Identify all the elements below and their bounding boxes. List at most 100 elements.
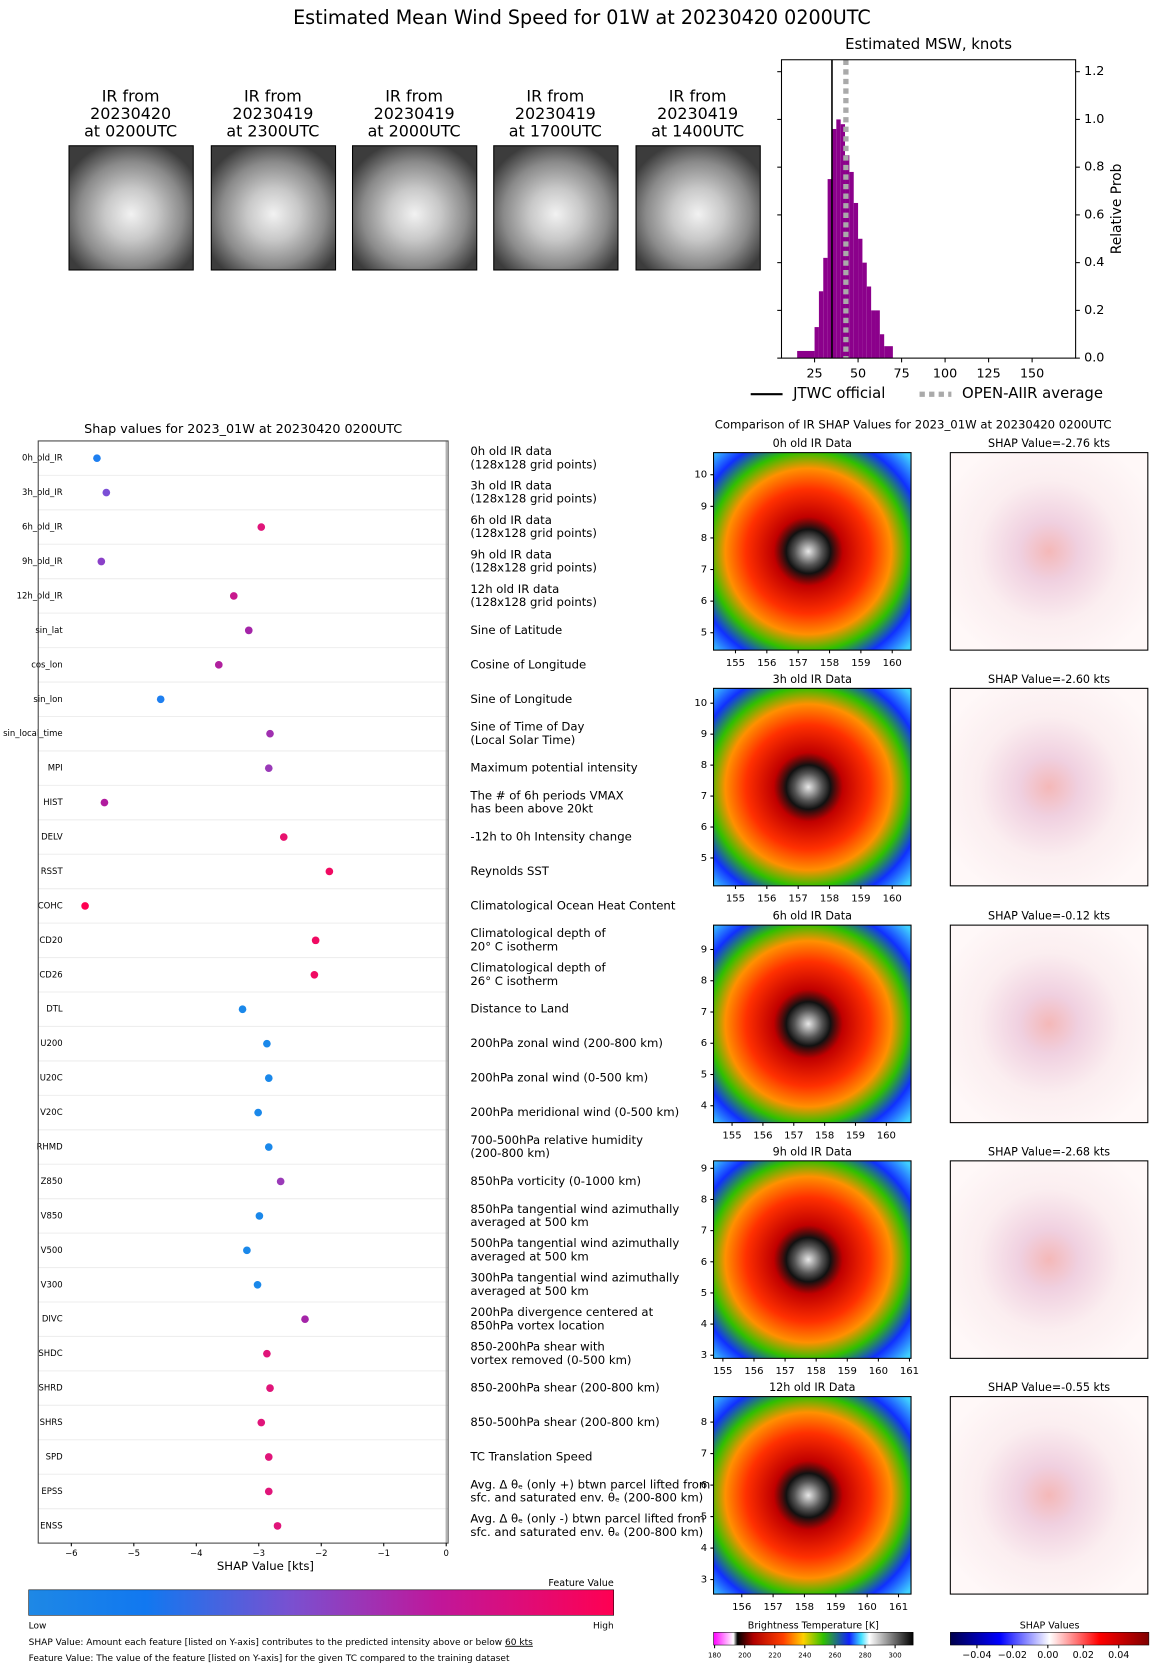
feature-description: 9h old IR data (470, 547, 551, 561)
x-tick-label: −6 (65, 1549, 78, 1559)
y-tick-label: 0.8 (1084, 160, 1104, 175)
bar (818, 291, 824, 359)
dot (102, 488, 111, 497)
shap-image (949, 1396, 1149, 1595)
y-tick-label: V20C (40, 1108, 63, 1118)
x-tick-label: 125 (976, 367, 1000, 382)
feature-description: sfc. and saturated env. θₑ (200-800 km) (470, 1525, 703, 1539)
feature-description: 6h old IR data (470, 513, 551, 527)
dot (264, 1143, 273, 1151)
y-tick-label: DIVC (42, 1315, 63, 1325)
figure-title: Estimated Mean Wind Speed for 01W at 202… (293, 6, 871, 29)
dot (311, 936, 320, 945)
feature-description: Avg. Δ θₑ (only +) btwn parcel lifted fr… (470, 1477, 710, 1491)
x-tick-label: 240 (798, 1652, 811, 1660)
y-tick-label: 10 (694, 698, 707, 709)
y-tick-label: HIST (43, 798, 63, 808)
feature-description: (128x128 grid points) (470, 526, 597, 540)
y-tick-label: 3 (701, 1575, 707, 1586)
y-tick-label: SHRS (40, 1418, 63, 1428)
feature-description: TC Translation Speed (469, 1450, 592, 1464)
panel-label: at 2000UTC (368, 121, 461, 140)
y-tick-label: 7 (701, 1449, 707, 1460)
colorbar (713, 1632, 914, 1646)
y-tick-label: 8 (701, 760, 707, 771)
y-tick-label: CD20 (39, 936, 62, 946)
x-tick-label: 160 (877, 1130, 896, 1141)
x-tick-label: 159 (851, 894, 870, 905)
y-tick-label: 7 (701, 791, 707, 802)
panel-title: SHAP Value=-0.12 kts (988, 910, 1110, 923)
feature-description: averaged at 500 km (470, 1284, 588, 1298)
colorbar-high: High (593, 1621, 614, 1631)
panel-label: IR from (102, 86, 160, 105)
feature-description: 200hPa meridional wind (0-500 km) (470, 1105, 679, 1119)
dot (301, 1315, 309, 1324)
x-tick-label: 0 (444, 1549, 449, 1559)
y-tick-label: Z850 (41, 1177, 63, 1187)
x-tick-label: −3 (253, 1549, 266, 1559)
panel-title: 6h old IR Data (773, 910, 852, 923)
ir-thumbnail (635, 145, 761, 271)
y-tick-label: EPSS (41, 1487, 62, 1497)
x-tick-label: 156 (732, 1602, 751, 1613)
bar (858, 238, 863, 359)
y-tick-label: 1.0 (1084, 112, 1104, 127)
x-tick-label: 156 (757, 658, 776, 669)
note: Feature Value: The value of the feature … (29, 1653, 510, 1663)
y-tick-label: COHC (38, 901, 63, 911)
dot (243, 1246, 251, 1255)
feature-description: (Local Solar Time) (470, 733, 575, 747)
x-tick-label: 157 (789, 658, 808, 669)
x-tick-label: 160 (883, 658, 902, 669)
y-tick-label: sin_lat (35, 626, 63, 636)
ir-image (713, 452, 912, 651)
note-part: 60 kts (505, 1637, 533, 1647)
feature-description: 20° C isotherm (470, 939, 558, 953)
chart-title: Comparison of IR SHAP Values for 2023_01… (715, 418, 1112, 432)
dot (264, 1487, 273, 1496)
ir-image (713, 1160, 912, 1359)
dot (263, 1039, 271, 1048)
x-tick-label: 158 (807, 1366, 826, 1377)
y-tick-label: 12h_old_IR (17, 591, 63, 601)
x-tick-label: 160 (858, 1602, 877, 1613)
dot (254, 1108, 262, 1117)
dot (264, 764, 273, 772)
y-tick-label: 6h_old_IR (22, 523, 63, 533)
y-tick-label: MPI (48, 764, 63, 774)
y-tick-label: cos_lon (31, 660, 62, 670)
x-tick-label: 0.00 (1037, 1650, 1058, 1661)
panel-title: 0h old IR Data (773, 437, 852, 450)
x-tick-label: −1 (377, 1549, 390, 1559)
x-tick-label: 260 (828, 1652, 841, 1660)
panel-label: IR from (244, 86, 302, 105)
y-tick-label: 6 (701, 1480, 707, 1491)
feature-description: averaged at 500 km (470, 1249, 588, 1263)
y-axis-label: Relative Prob (1109, 164, 1125, 255)
feature-description: (128x128 grid points) (470, 457, 597, 471)
ir-thumbnail (210, 145, 337, 271)
feature-description: Distance to Land (470, 1002, 569, 1016)
legend-label: OPEN-AIIR average (962, 384, 1103, 402)
ir-thumbnail (351, 145, 478, 271)
panel-label: at 1400UTC (651, 121, 744, 140)
y-tick-label: U20C (40, 1074, 63, 1084)
feature-description: 850-500hPa shear (200-800 km) (470, 1415, 659, 1429)
panel-title: SHAP Value=-2.68 kts (988, 1145, 1110, 1158)
x-tick-label: 220 (768, 1652, 781, 1660)
x-tick-label: −2 (315, 1549, 328, 1559)
colorbar-title: Brightness Temperature [K] (748, 1620, 879, 1631)
colorbar (950, 1632, 1150, 1646)
y-tick-label: 4 (701, 1543, 707, 1554)
panel-label: 20230419 (374, 104, 455, 123)
y-tick-label: 6 (701, 1038, 707, 1049)
panel-label: 20230419 (515, 104, 596, 123)
y-tick-label: 0h_old_IR (22, 454, 63, 464)
x-tick-label: 157 (789, 894, 808, 905)
chart-title: Shap values for 2023_01W at 20230420 020… (84, 422, 402, 437)
y-tick-label: SHRD (38, 1384, 63, 1394)
x-tick-label: 0.02 (1073, 1650, 1094, 1661)
